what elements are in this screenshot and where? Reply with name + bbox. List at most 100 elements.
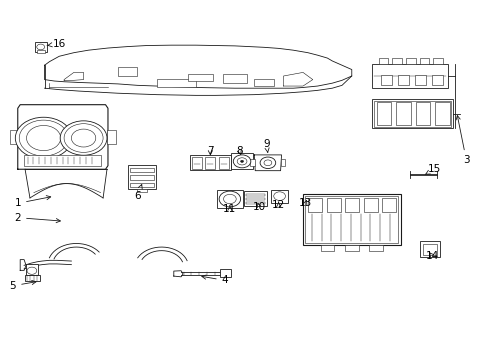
Text: 16: 16: [47, 39, 66, 49]
Polygon shape: [18, 105, 108, 169]
Bar: [305, 196, 397, 243]
Bar: [391, 58, 401, 64]
Polygon shape: [254, 155, 281, 171]
Text: 10: 10: [252, 202, 265, 212]
Bar: [25, 275, 40, 281]
Bar: [191, 157, 201, 169]
Bar: [344, 244, 358, 251]
Bar: [380, 75, 391, 85]
Bar: [363, 198, 377, 212]
Circle shape: [60, 121, 107, 155]
Bar: [245, 202, 265, 204]
Bar: [128, 166, 156, 189]
Bar: [431, 75, 442, 85]
Bar: [308, 198, 322, 212]
Circle shape: [273, 192, 285, 201]
Bar: [222, 74, 246, 83]
Circle shape: [237, 158, 246, 165]
Bar: [374, 101, 450, 127]
Text: 15: 15: [425, 164, 440, 175]
Bar: [130, 175, 154, 180]
Circle shape: [71, 129, 96, 147]
Bar: [320, 244, 333, 251]
Bar: [414, 75, 425, 85]
Bar: [372, 99, 452, 128]
Bar: [405, 58, 415, 64]
Text: 4: 4: [202, 275, 228, 285]
Text: 13: 13: [298, 198, 311, 208]
Bar: [250, 159, 255, 166]
Circle shape: [64, 124, 103, 152]
Bar: [217, 190, 242, 208]
Polygon shape: [20, 260, 26, 270]
Polygon shape: [25, 169, 107, 198]
Text: 1: 1: [15, 195, 51, 208]
Bar: [10, 130, 19, 144]
Bar: [157, 78, 195, 87]
Text: 9: 9: [263, 139, 269, 152]
Bar: [130, 183, 154, 187]
Bar: [107, 130, 116, 144]
Circle shape: [219, 191, 240, 207]
Text: 11: 11: [223, 204, 236, 214]
Circle shape: [233, 155, 250, 168]
Bar: [24, 155, 101, 166]
Polygon shape: [64, 72, 83, 80]
Bar: [422, 244, 436, 255]
Bar: [376, 102, 390, 125]
Bar: [245, 198, 265, 201]
Bar: [245, 194, 265, 197]
Circle shape: [27, 267, 37, 274]
Bar: [368, 244, 382, 251]
Bar: [26, 264, 38, 275]
Text: 14: 14: [425, 251, 438, 261]
Bar: [326, 198, 340, 212]
Text: 8: 8: [236, 146, 243, 156]
Bar: [432, 58, 442, 64]
Bar: [395, 102, 410, 125]
Bar: [303, 194, 400, 244]
Circle shape: [260, 157, 275, 168]
Bar: [434, 102, 449, 125]
Bar: [37, 50, 44, 53]
Bar: [280, 159, 285, 166]
Bar: [397, 75, 408, 85]
Bar: [35, 42, 46, 51]
Polygon shape: [173, 271, 183, 277]
Bar: [372, 64, 447, 87]
Text: 5: 5: [10, 280, 36, 291]
Text: 3: 3: [455, 116, 468, 165]
Bar: [118, 67, 137, 76]
Bar: [137, 189, 147, 192]
Polygon shape: [283, 72, 312, 86]
Bar: [231, 153, 252, 169]
Text: 7: 7: [206, 146, 213, 156]
Bar: [130, 168, 154, 172]
Circle shape: [15, 117, 72, 159]
Bar: [270, 190, 288, 203]
Bar: [188, 74, 212, 81]
Circle shape: [240, 160, 243, 162]
Bar: [382, 198, 395, 212]
Bar: [345, 198, 358, 212]
Bar: [244, 192, 267, 206]
Circle shape: [19, 120, 68, 156]
Bar: [254, 79, 273, 86]
Bar: [220, 269, 230, 277]
Circle shape: [26, 126, 61, 150]
Circle shape: [223, 194, 236, 204]
Bar: [205, 157, 215, 169]
Bar: [415, 102, 429, 125]
Circle shape: [37, 44, 44, 50]
Bar: [378, 58, 387, 64]
Polygon shape: [44, 45, 351, 88]
Text: 2: 2: [15, 213, 60, 223]
Bar: [419, 58, 428, 64]
Bar: [22, 108, 103, 166]
Bar: [419, 241, 439, 257]
Circle shape: [264, 160, 271, 166]
Text: 6: 6: [134, 184, 142, 201]
Bar: [219, 157, 228, 169]
Text: 12: 12: [271, 200, 285, 210]
Bar: [189, 155, 231, 170]
